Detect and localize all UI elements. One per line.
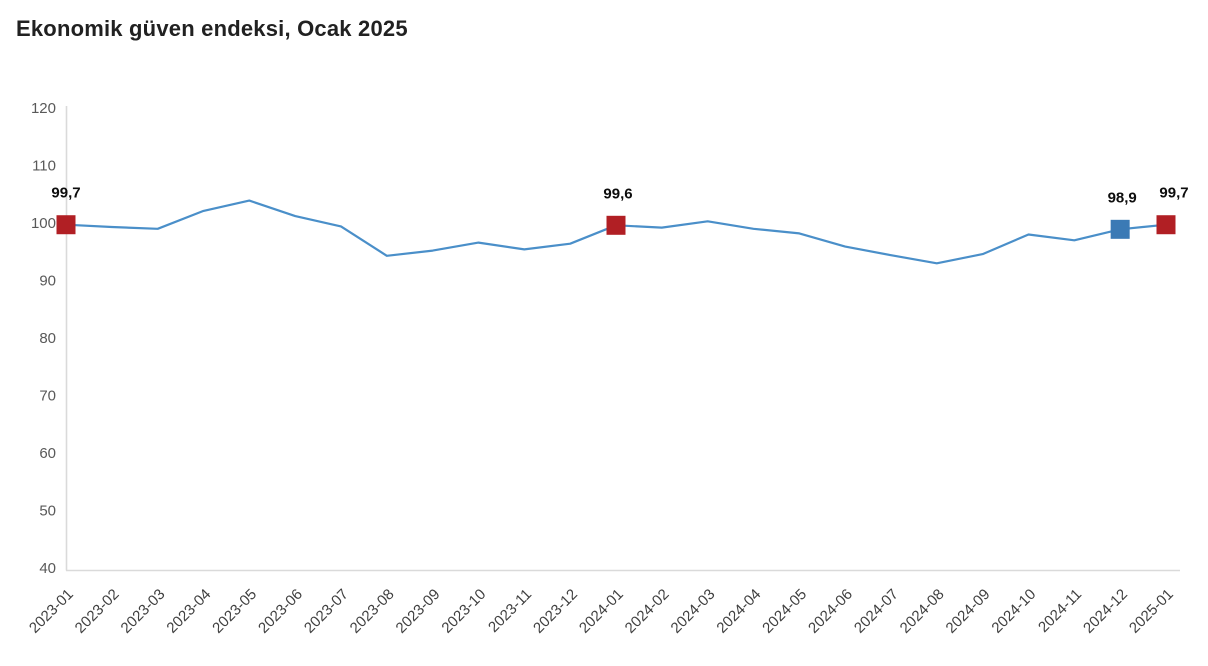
x-axis-tick-label: 2023-06 (255, 586, 306, 637)
data-point-label-2025-01: 99,7 (1159, 185, 1188, 202)
x-axis-tick-label: 2023-05 (209, 586, 260, 637)
x-axis-tick-label: 2024-09 (943, 586, 994, 637)
y-axis-tick-label: 50 (39, 503, 56, 520)
x-axis-tick-label: 2023-03 (118, 586, 169, 637)
y-axis-tick-label: 70 (39, 388, 56, 405)
y-axis-tick-label: 100 (31, 215, 56, 232)
x-axis-tick-label: 2023-12 (530, 586, 581, 637)
x-axis-tick-label: 2025-01 (1126, 586, 1177, 637)
data-point-marker-2023-01 (56, 215, 76, 235)
y-axis-tick-label: 80 (39, 330, 56, 347)
data-point-marker-2025-01 (1156, 215, 1176, 235)
x-axis-tick-label: 2024-02 (622, 586, 673, 637)
x-axis-tick-label: 2023-08 (347, 586, 398, 637)
x-axis-tick-label: 2024-06 (805, 586, 856, 637)
data-point-marker-2024-12 (1110, 219, 1130, 239)
x-axis-tick-label: 2023-02 (72, 586, 123, 637)
x-axis-tick-label: 2024-05 (759, 586, 810, 637)
chart-title: Ekonomik güven endeksi, Ocak 2025 (16, 16, 408, 41)
x-axis-tick-label: 2024-11 (1035, 586, 1085, 636)
x-axis-tick-label: 2024-12 (1080, 586, 1131, 637)
data-point-label-2023-01: 99,7 (51, 185, 80, 202)
y-axis-tick-label: 60 (39, 445, 56, 462)
x-axis-tick-label: 2024-04 (713, 586, 764, 637)
x-axis-tick-label: 2023-07 (301, 586, 352, 637)
y-axis-tick-label: 90 (39, 273, 56, 290)
x-axis-tick-label: 2023-11 (485, 586, 535, 636)
x-axis-tick-label: 2024-10 (988, 586, 1039, 637)
x-axis-tick-label: 2024-03 (668, 586, 719, 637)
x-axis-tick-label: 2024-01 (576, 586, 627, 637)
x-axis-tick-label: 2023-01 (26, 586, 77, 637)
data-point-label-2024-01: 99,6 (603, 185, 632, 202)
x-axis-tick-label: 2024-08 (897, 586, 948, 637)
x-axis-tick-label: 2024-07 (851, 586, 902, 637)
x-axis-tick-label: 2023-10 (438, 586, 489, 637)
y-axis-tick-label: 40 (39, 560, 56, 577)
x-axis-tick-label: 2023-09 (393, 586, 444, 637)
y-axis-tick-label: 110 (32, 158, 56, 175)
x-axis-tick-label: 2023-04 (163, 586, 214, 637)
data-point-label-2024-12: 98,9 (1108, 189, 1137, 206)
data-point-marker-2024-01 (606, 215, 626, 235)
y-axis-tick-label: 120 (31, 100, 56, 117)
